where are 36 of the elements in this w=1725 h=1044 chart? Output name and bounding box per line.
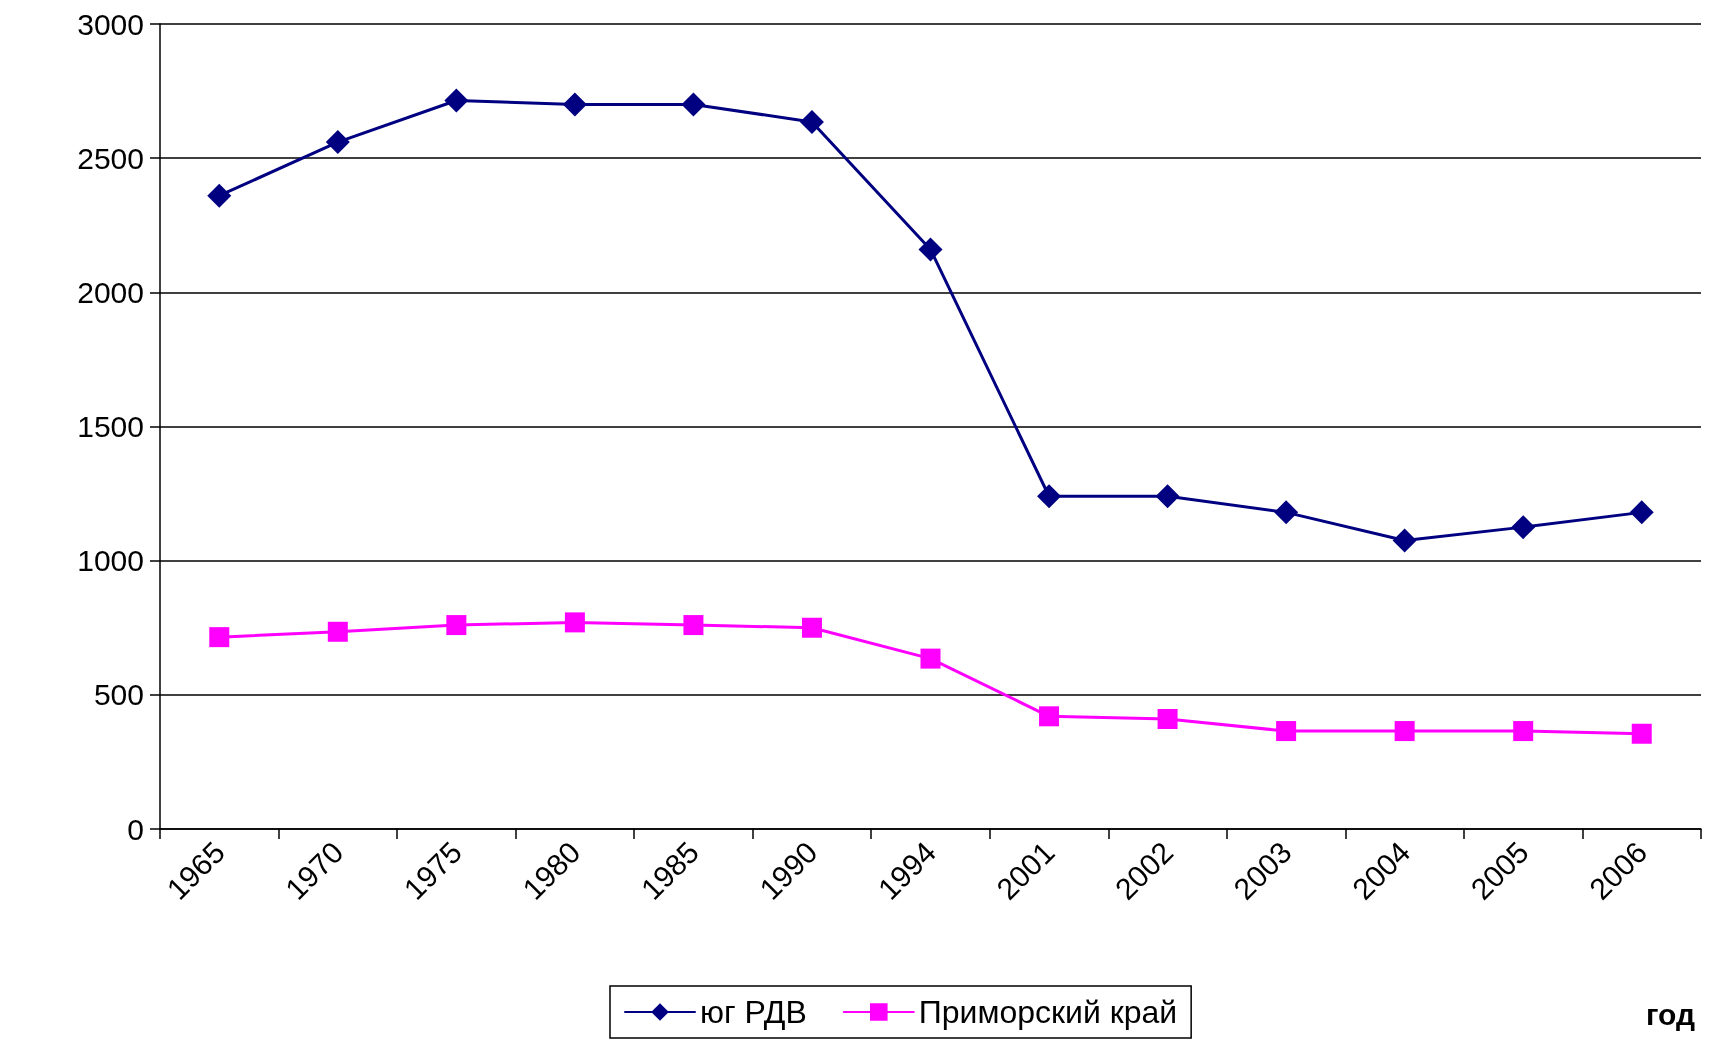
legend-label: юг РДВ xyxy=(700,994,807,1030)
x-axis-title: год xyxy=(1646,997,1696,1031)
point xyxy=(444,88,469,113)
point xyxy=(1513,721,1534,742)
point xyxy=(1631,723,1652,744)
point xyxy=(1276,721,1297,742)
point xyxy=(564,612,585,633)
y-tick-label: 2500 xyxy=(77,141,144,175)
point xyxy=(325,130,350,155)
y-tick-label: 1500 xyxy=(77,410,144,443)
y-tick-label: 1000 xyxy=(77,544,144,578)
point xyxy=(562,92,587,117)
legend-label: Приморский край xyxy=(918,994,1178,1030)
point xyxy=(1274,500,1299,525)
point xyxy=(918,237,943,262)
point xyxy=(1394,721,1415,742)
point xyxy=(683,615,704,636)
point xyxy=(209,627,230,648)
y-tick-label: 500 xyxy=(93,678,144,712)
point xyxy=(327,621,348,642)
point xyxy=(799,109,824,134)
y-tick-label: 2000 xyxy=(77,275,144,309)
point xyxy=(681,92,706,117)
point xyxy=(1157,708,1178,729)
point xyxy=(207,183,232,208)
point xyxy=(1037,484,1062,509)
point xyxy=(1155,484,1180,509)
y-tick-label: 3000 xyxy=(77,7,144,41)
point xyxy=(446,615,467,636)
point xyxy=(1511,515,1536,540)
point xyxy=(1392,528,1417,553)
point xyxy=(1629,500,1654,525)
y-tick-label: 0 xyxy=(127,812,144,846)
point xyxy=(920,648,941,669)
point xyxy=(1039,706,1060,727)
point xyxy=(801,617,822,638)
